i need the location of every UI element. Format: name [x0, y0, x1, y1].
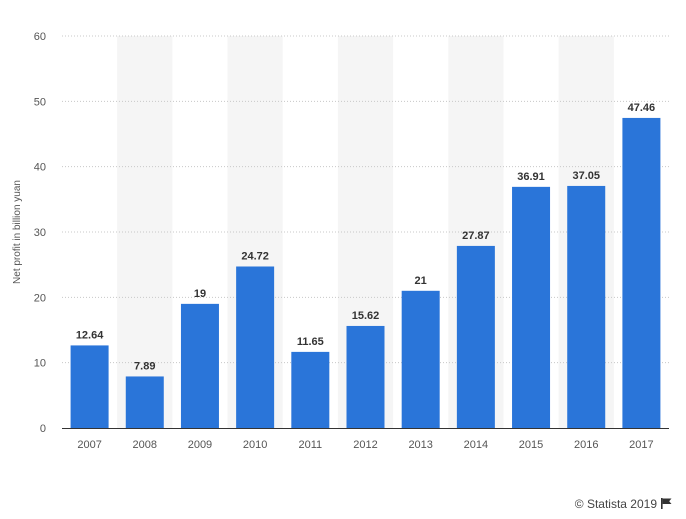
- bar-2014[interactable]: [456, 245, 495, 428]
- x-tick-label: 2015: [519, 439, 543, 451]
- data-label-2016: 37.05: [572, 170, 600, 182]
- bar-2015[interactable]: [512, 186, 551, 428]
- data-label-2007: 12.64: [76, 329, 104, 341]
- x-tick-label: 2009: [188, 439, 212, 451]
- data-labels: 12.64 7.89 19 24.72 11.65 15.62 21 27.87 36.91 37…: [76, 102, 655, 373]
- y-axis-label: Net profit in billion yuan: [12, 180, 23, 284]
- flag-icon: [661, 498, 672, 509]
- bar-2012[interactable]: [346, 325, 385, 428]
- y-axis-ticks: 0 10 20 30 40 50 60: [34, 31, 46, 435]
- data-label-2008: 7.89: [134, 360, 155, 372]
- x-tick-label: 2012: [353, 439, 377, 451]
- bar-2010[interactable]: [236, 266, 275, 428]
- x-tick-label: 2008: [133, 439, 157, 451]
- statista-credit[interactable]: © Statista 2019: [575, 497, 672, 511]
- x-axis-ticks: 2007 2008 2009 2010 2011 2012 2013 2014 2015 2016…: [77, 439, 653, 451]
- data-label-2015: 36.91: [517, 171, 545, 183]
- column-band: [117, 36, 173, 428]
- bar-2016[interactable]: [567, 185, 606, 428]
- credit-text: © Statista 2019: [574, 497, 657, 511]
- data-label-2012: 15.62: [352, 310, 380, 322]
- x-tick-label: 2011: [298, 439, 322, 451]
- y-tick-label: 20: [34, 292, 46, 304]
- bar-2011[interactable]: [291, 351, 330, 428]
- data-label-2017: 47.46: [628, 102, 656, 114]
- y-tick-label: 0: [40, 423, 46, 435]
- data-label-2014: 27.87: [462, 230, 490, 242]
- data-label-2011: 11.65: [297, 336, 324, 348]
- bar-2017[interactable]: [622, 117, 661, 428]
- y-tick-label: 60: [34, 31, 46, 43]
- x-tick-label: 2016: [574, 439, 598, 451]
- x-tick-label: 2017: [629, 439, 653, 451]
- x-tick-label: 2014: [464, 439, 488, 451]
- data-label-2010: 24.72: [241, 250, 269, 262]
- bar-2008[interactable]: [125, 376, 164, 428]
- data-label-2013: 21: [415, 275, 427, 287]
- data-label-2009: 19: [194, 288, 206, 300]
- bar-2013[interactable]: [401, 290, 440, 428]
- bar-2007[interactable]: [70, 345, 109, 428]
- y-tick-label: 40: [34, 162, 46, 174]
- x-tick-label: 2007: [77, 439, 101, 451]
- y-tick-label: 30: [34, 227, 46, 239]
- x-tick-label: 2013: [408, 439, 432, 451]
- bars: [70, 117, 661, 428]
- x-tick-label: 2010: [243, 439, 267, 451]
- y-tick-label: 50: [34, 96, 46, 108]
- y-tick-label: 10: [34, 358, 46, 370]
- bar-2009[interactable]: [180, 303, 219, 428]
